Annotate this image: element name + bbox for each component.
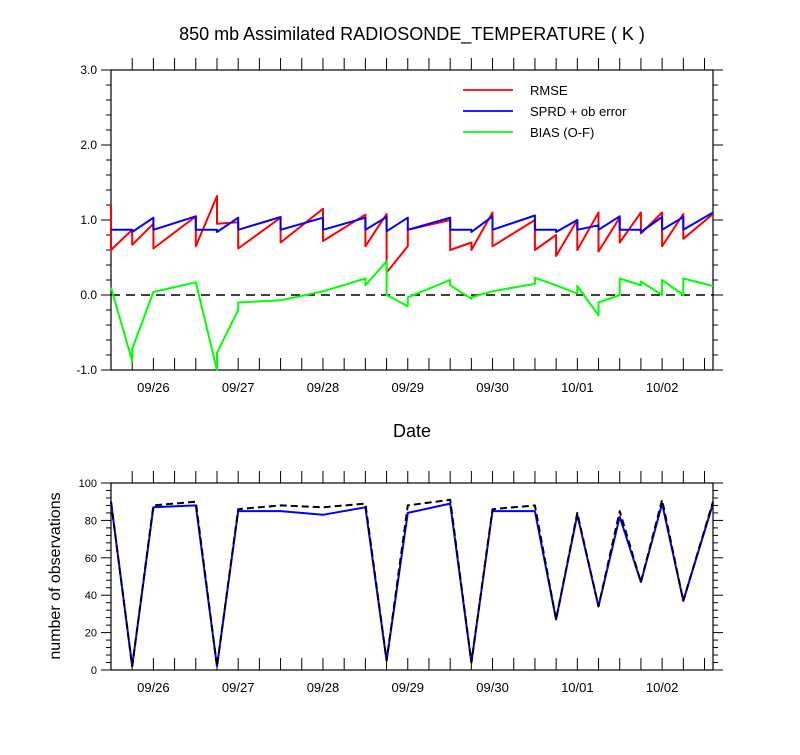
y-tick-label: 0.0 — [80, 288, 97, 302]
x-axis-label: Date — [393, 421, 431, 441]
x-tick-label: 09/29 — [391, 680, 424, 695]
series-line-sprd-ob-error — [111, 211, 714, 233]
x-tick-label: 09/26 — [137, 680, 170, 695]
y-tick-label: 0 — [91, 665, 97, 677]
y-tick-label: 3.0 — [80, 63, 97, 77]
top-series-group — [110, 195, 714, 371]
y-tick-label: 20 — [85, 628, 97, 640]
x-tick-label: 09/27 — [222, 680, 255, 695]
y-axis-label: number of observations — [47, 492, 64, 659]
x-tick-label: 10/02 — [646, 680, 679, 695]
bottom-plot-frame — [110, 482, 714, 671]
y-tick-label: 80 — [85, 515, 97, 527]
chart-title: 850 mb Assimilated RADIOSONDE_TEMPERATUR… — [179, 24, 645, 45]
legend: RMSE SPRD + ob error BIAS (O-F) — [463, 83, 627, 140]
top-axis-ticks: 09/26 09/27 09/28 09/29 09/30 10/01 10/02 -1.0 0… — [76, 58, 723, 395]
legend-label-sprd: SPRD + ob error — [530, 104, 627, 119]
y-tick-label: 2.0 — [80, 138, 97, 152]
y-tick-label: -1.0 — [76, 363, 97, 377]
x-tick-label: 10/02 — [646, 380, 679, 395]
x-tick-label: 09/30 — [476, 680, 509, 695]
y-tick-label: 1.0 — [80, 213, 97, 227]
legend-label-bias: BIAS (O-F) — [530, 125, 594, 140]
x-tick-label: 10/01 — [561, 680, 594, 695]
x-tick-label: 09/28 — [307, 380, 340, 395]
legend-label-rmse: RMSE — [530, 83, 568, 98]
x-tick-label: 09/28 — [307, 680, 340, 695]
y-tick-label: 100 — [79, 478, 97, 490]
series-line-bias-o-f — [110, 260, 714, 371]
x-tick-label: 10/01 — [561, 380, 594, 395]
series-line-rmse — [110, 195, 714, 274]
bottom-series-group — [110, 498, 714, 668]
bottom-axis-ticks: 09/26 09/27 09/28 09/29 09/30 10/01 10/02 0 20 40… — [79, 471, 723, 695]
y-tick-label: 60 — [85, 553, 97, 565]
x-tick-label: 09/26 — [137, 380, 170, 395]
x-tick-label: 09/29 — [391, 380, 424, 395]
x-tick-label: 09/27 — [222, 380, 255, 395]
x-tick-label: 09/30 — [476, 380, 509, 395]
series-line-observations-possible — [110, 498, 714, 668]
y-tick-label: 40 — [85, 590, 97, 602]
series-line-observations-used — [110, 501, 714, 668]
